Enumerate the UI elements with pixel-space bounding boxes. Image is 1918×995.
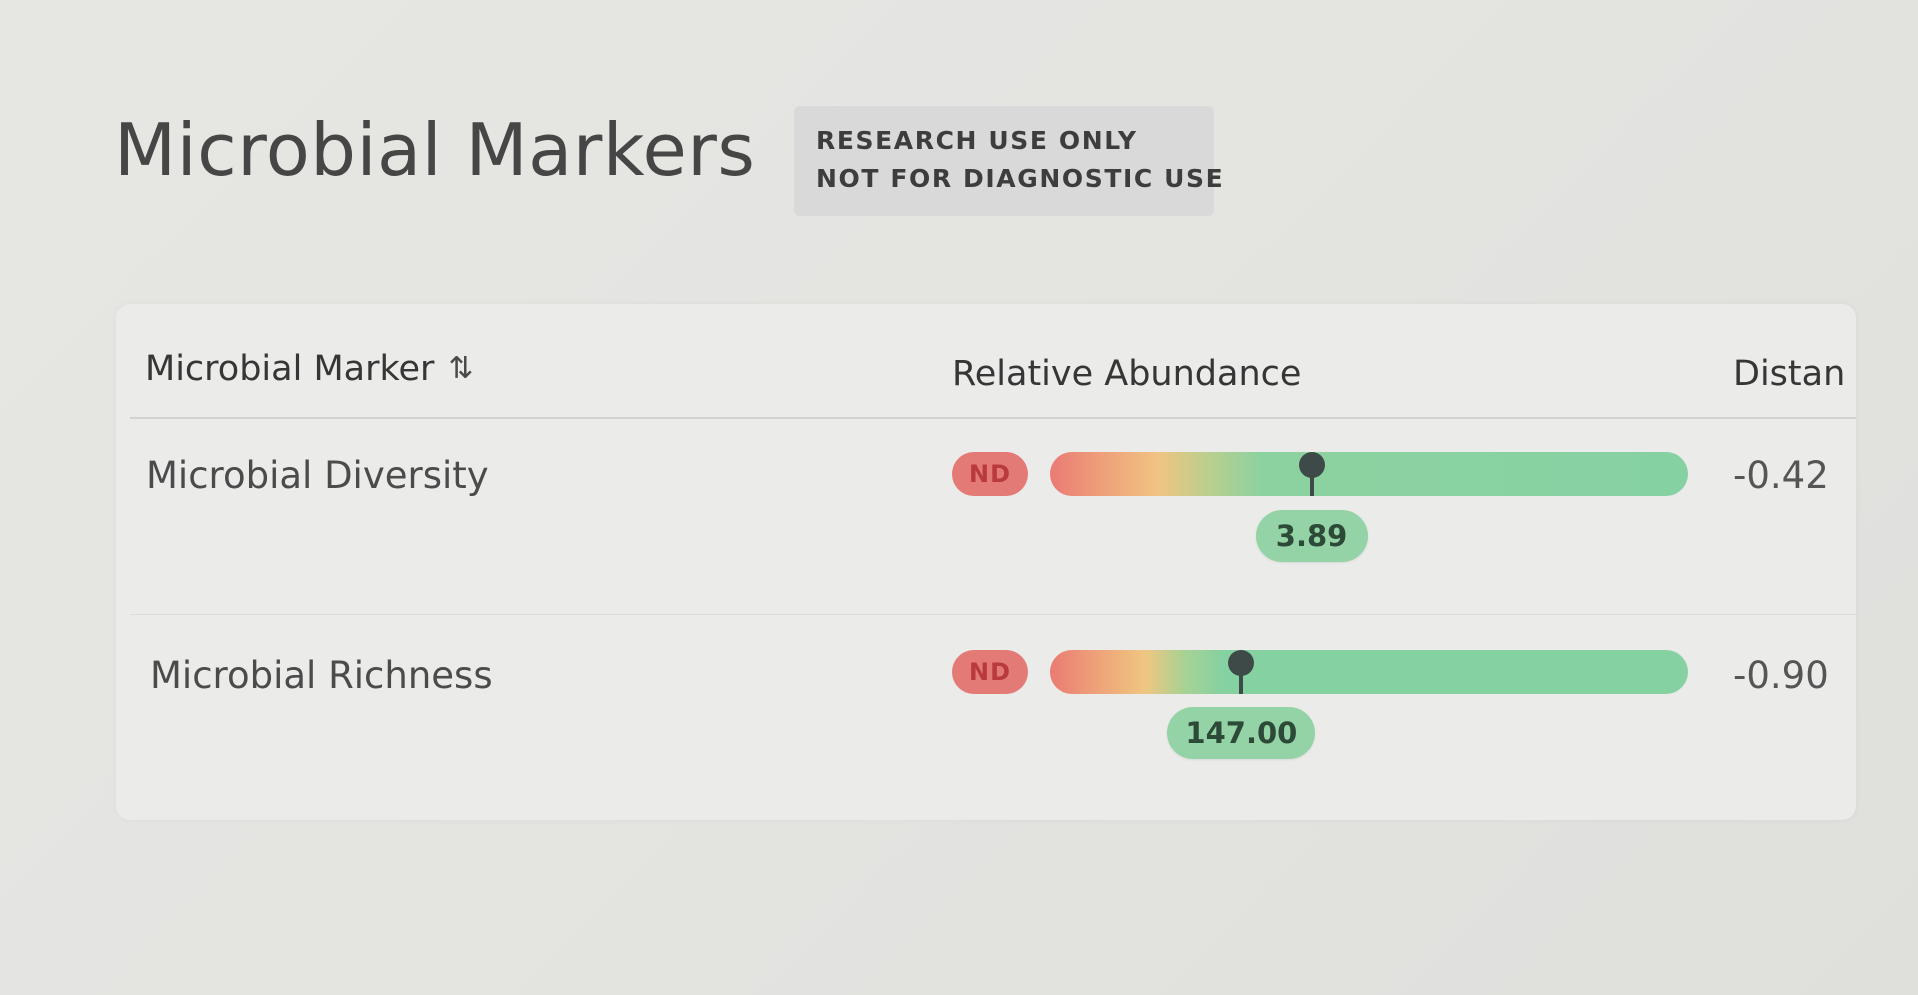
header-divider	[130, 417, 1856, 419]
marker-name-richness: Microbial Richness	[150, 654, 493, 697]
marker-name-diversity: Microbial Diversity	[146, 454, 489, 497]
map-pin-icon	[1228, 650, 1255, 694]
markers-table-card: Microbial Marker ⇅ Relative Abundance Dis…	[116, 304, 1856, 820]
row-divider	[130, 614, 1856, 615]
column-header-marker-label: Microbial Marker	[145, 349, 435, 389]
column-header-abundance: Relative Abundance	[952, 354, 1302, 394]
distance-value: -0.90	[1733, 654, 1829, 697]
abundance-range-bar	[1050, 650, 1688, 694]
abundance-value-badge: 3.89	[1255, 510, 1368, 562]
sort-arrows-icon[interactable]: ⇅	[448, 351, 474, 386]
badge-line-not-diagnostic: NOT FOR DIAGNOSTIC USE	[816, 164, 1225, 193]
page-title: Microbial Markers	[114, 108, 756, 192]
abundance-range-bar	[1050, 452, 1688, 496]
abundance-value-badge: 147.00	[1167, 707, 1316, 759]
badge-line-research-use: RESEARCH USE ONLY	[816, 126, 1138, 155]
column-header-marker[interactable]: Microbial Marker ⇅	[145, 349, 474, 389]
nd-badge: ND	[952, 452, 1028, 496]
nd-badge: ND	[952, 650, 1028, 694]
research-use-badge: RESEARCH USE ONLY NOT FOR DIAGNOSTIC USE	[794, 106, 1225, 216]
distance-value: -0.42	[1733, 454, 1829, 497]
map-pin-icon	[1298, 452, 1325, 496]
column-header-distance: Distan	[1733, 354, 1846, 394]
